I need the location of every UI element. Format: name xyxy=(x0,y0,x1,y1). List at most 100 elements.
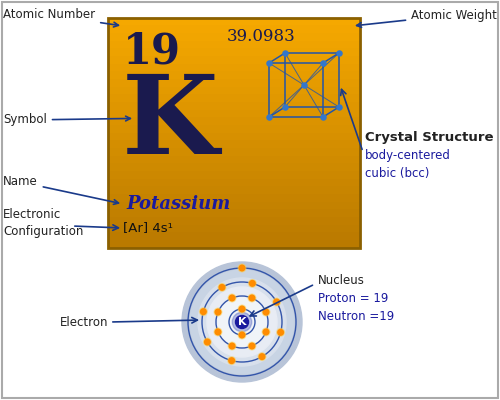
Text: 19: 19 xyxy=(123,31,181,73)
Circle shape xyxy=(215,329,221,335)
Circle shape xyxy=(259,354,265,360)
Bar xyxy=(108,202,360,210)
Text: cubic (bcc): cubic (bcc) xyxy=(365,166,430,180)
Point xyxy=(265,60,273,66)
Circle shape xyxy=(207,287,277,357)
Circle shape xyxy=(273,298,280,306)
Circle shape xyxy=(249,295,254,301)
Circle shape xyxy=(215,309,221,315)
Text: Proton = 19: Proton = 19 xyxy=(318,292,388,304)
Text: K: K xyxy=(122,70,218,176)
Bar xyxy=(108,140,360,148)
Circle shape xyxy=(232,312,252,332)
Circle shape xyxy=(230,343,235,349)
Circle shape xyxy=(239,332,245,338)
Point xyxy=(281,104,289,110)
Text: Atomic Weight: Atomic Weight xyxy=(356,8,497,27)
Point xyxy=(319,114,327,120)
Circle shape xyxy=(219,284,225,290)
Circle shape xyxy=(214,308,222,316)
Circle shape xyxy=(230,295,235,301)
Point xyxy=(281,50,289,56)
Circle shape xyxy=(214,328,222,336)
Bar xyxy=(108,72,360,79)
Circle shape xyxy=(258,353,266,360)
Bar xyxy=(108,41,360,49)
Text: 39.0983: 39.0983 xyxy=(226,28,295,45)
Circle shape xyxy=(228,357,235,364)
Bar xyxy=(108,156,360,164)
Point xyxy=(300,82,308,88)
Bar xyxy=(108,110,360,118)
Point xyxy=(335,50,343,56)
Text: Nucleus: Nucleus xyxy=(318,274,365,286)
Bar xyxy=(108,102,360,110)
Bar xyxy=(108,217,360,225)
Bar xyxy=(108,18,360,26)
Circle shape xyxy=(182,262,302,382)
Bar xyxy=(108,18,360,248)
Bar xyxy=(108,240,360,248)
Circle shape xyxy=(238,331,246,339)
Bar xyxy=(108,133,360,141)
Text: Symbol: Symbol xyxy=(3,114,130,126)
Text: Crystal Structure: Crystal Structure xyxy=(365,132,494,144)
Bar xyxy=(108,164,360,171)
Circle shape xyxy=(200,308,207,316)
Bar xyxy=(108,87,360,95)
Circle shape xyxy=(200,309,206,314)
Point xyxy=(319,60,327,66)
Text: Configuration: Configuration xyxy=(3,226,84,238)
Text: Electron: Electron xyxy=(60,316,108,328)
Text: Atomic Number: Atomic Number xyxy=(3,8,118,27)
Circle shape xyxy=(238,264,246,272)
Bar xyxy=(108,64,360,72)
Bar xyxy=(108,225,360,233)
Bar xyxy=(108,26,360,33)
Bar xyxy=(108,33,360,41)
Text: Electronic: Electronic xyxy=(3,208,61,222)
Circle shape xyxy=(274,299,280,305)
Bar xyxy=(108,179,360,187)
Circle shape xyxy=(217,297,267,347)
Circle shape xyxy=(236,316,248,328)
Bar xyxy=(108,118,360,125)
Circle shape xyxy=(262,308,270,316)
Text: Name: Name xyxy=(3,176,118,204)
Bar xyxy=(108,56,360,64)
Circle shape xyxy=(190,270,294,374)
Circle shape xyxy=(262,328,270,336)
Circle shape xyxy=(277,328,284,336)
Bar xyxy=(108,210,360,217)
Bar xyxy=(108,171,360,179)
Text: body-centered: body-centered xyxy=(365,150,451,162)
Circle shape xyxy=(228,294,236,302)
Circle shape xyxy=(263,329,269,335)
Circle shape xyxy=(248,294,256,302)
Circle shape xyxy=(204,338,211,346)
Text: K: K xyxy=(238,317,246,327)
Circle shape xyxy=(238,305,246,313)
Circle shape xyxy=(249,343,254,349)
Circle shape xyxy=(263,309,269,315)
Circle shape xyxy=(239,265,245,271)
Circle shape xyxy=(229,358,234,364)
Bar xyxy=(108,194,360,202)
Bar xyxy=(108,186,360,194)
Point xyxy=(335,104,343,110)
Text: [Ar] 4s¹: [Ar] 4s¹ xyxy=(123,222,173,234)
Bar xyxy=(108,232,360,240)
Bar xyxy=(108,48,360,56)
Circle shape xyxy=(248,280,256,287)
Circle shape xyxy=(218,284,226,291)
Circle shape xyxy=(248,342,256,350)
Circle shape xyxy=(198,278,286,366)
Text: Neutron =19: Neutron =19 xyxy=(318,310,394,322)
Bar xyxy=(108,94,360,102)
Circle shape xyxy=(278,330,283,335)
Bar xyxy=(108,79,360,87)
Bar xyxy=(108,125,360,133)
Circle shape xyxy=(228,342,236,350)
Text: Potassium: Potassium xyxy=(126,195,230,213)
Bar xyxy=(108,148,360,156)
